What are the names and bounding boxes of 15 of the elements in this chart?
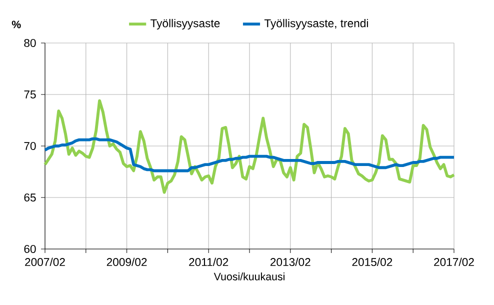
x-tick-label: 2009/02: [106, 258, 147, 266]
y-tick-label: 70: [24, 142, 36, 150]
x-tick-label: 2017/02: [434, 258, 474, 266]
x-tick-label: 2015/02: [352, 258, 392, 266]
legend-label: Työllisyysaste, trendi: [264, 18, 368, 30]
x-tick-label: 2011/02: [189, 258, 228, 266]
x-tick-label: 2007/02: [25, 258, 65, 266]
x-axis-title: Vuosi/kuukausi: [214, 272, 284, 280]
y-tick-label: 80: [24, 39, 36, 48]
legend-label: Työllisyysaste: [150, 18, 220, 30]
y-tick-label: 65: [24, 194, 36, 202]
x-tick-label: 2013/02: [270, 258, 310, 266]
y-tick-label: 75: [24, 90, 36, 98]
y-tick-label: 60: [24, 245, 36, 254]
y-axis-title: %: [12, 20, 21, 28]
